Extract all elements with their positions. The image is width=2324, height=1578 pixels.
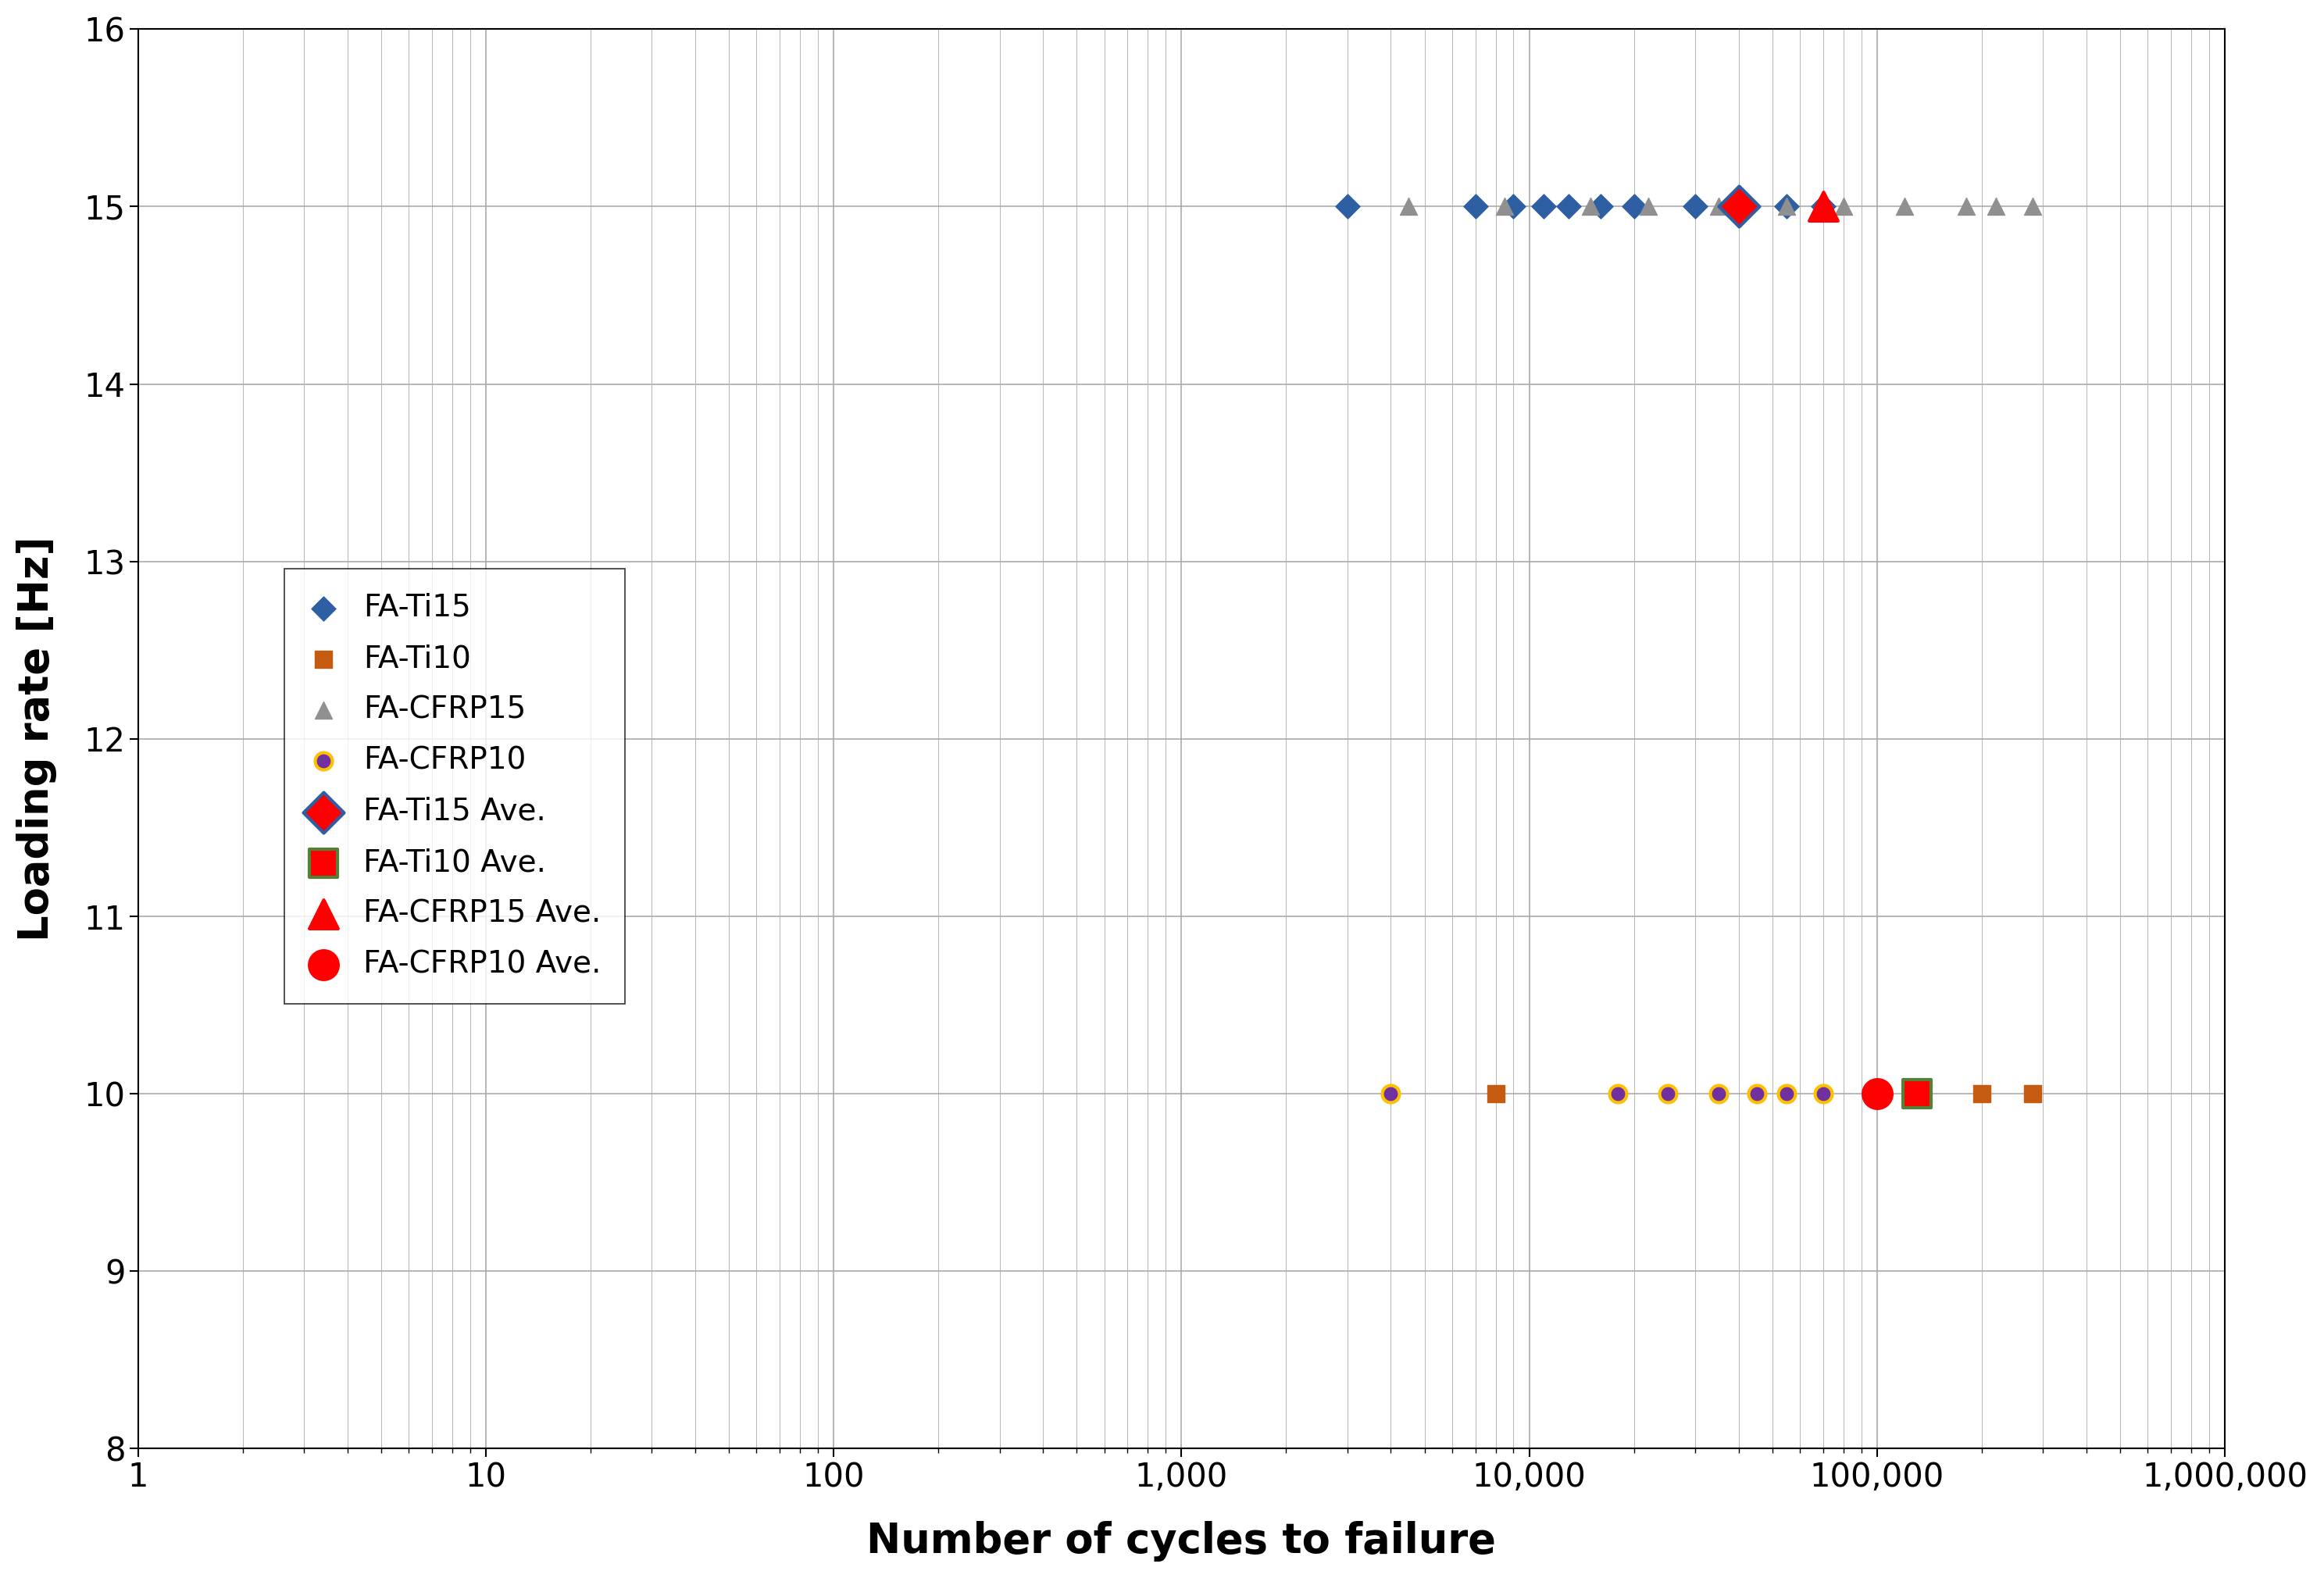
FA-Ti15	[1583, 194, 1620, 219]
FA-CFRP15	[1629, 194, 1666, 219]
FA-CFRP10	[1371, 1081, 1408, 1106]
FA-CFRP15 Ave.	[1806, 194, 1843, 219]
X-axis label: Number of cycles to failure: Number of cycles to failure	[867, 1521, 1497, 1562]
FA-CFRP15	[1390, 194, 1427, 219]
FA-Ti15	[1769, 194, 1806, 219]
FA-CFRP10	[1738, 1081, 1776, 1106]
FA-Ti15	[1806, 194, 1843, 219]
FA-Ti15	[1550, 194, 1587, 219]
FA-CFRP15	[1571, 194, 1608, 219]
FA-CFRP15	[2015, 194, 2052, 219]
FA-CFRP15	[1978, 194, 2015, 219]
FA-CFRP15	[1948, 194, 1985, 219]
FA-CFRP10 Ave.	[1859, 1081, 1896, 1106]
FA-Ti10 Ave.	[1899, 1081, 1936, 1106]
FA-Ti15 Ave.	[1720, 194, 1757, 219]
FA-CFRP15	[1769, 194, 1806, 219]
FA-Ti15	[1457, 194, 1494, 219]
FA-CFRP15	[1824, 194, 1862, 219]
FA-Ti15	[1494, 194, 1532, 219]
FA-CFRP15	[1699, 194, 1736, 219]
FA-CFRP10	[1769, 1081, 1806, 1106]
FA-CFRP10	[1599, 1081, 1636, 1106]
FA-Ti15	[1525, 194, 1562, 219]
FA-CFRP10	[1699, 1081, 1736, 1106]
FA-Ti15	[1329, 194, 1367, 219]
FA-CFRP15	[1887, 194, 1924, 219]
Legend: FA-Ti15, FA-Ti10, FA-CFRP15, FA-CFRP10, FA-Ti15 Ave., FA-Ti10 Ave., FA-CFRP15 Av: FA-Ti15, FA-Ti10, FA-CFRP15, FA-CFRP10, …	[284, 568, 625, 1004]
FA-CFRP15	[1485, 194, 1522, 219]
FA-CFRP10	[1806, 1081, 1843, 1106]
FA-CFRP10	[1650, 1081, 1687, 1106]
FA-Ti15	[1615, 194, 1652, 219]
Y-axis label: Loading rate [Hz]: Loading rate [Hz]	[16, 537, 56, 942]
FA-Ti10	[1478, 1081, 1515, 1106]
FA-Ti10	[1964, 1081, 2001, 1106]
FA-Ti15	[1676, 194, 1713, 219]
FA-Ti10	[2015, 1081, 2052, 1106]
